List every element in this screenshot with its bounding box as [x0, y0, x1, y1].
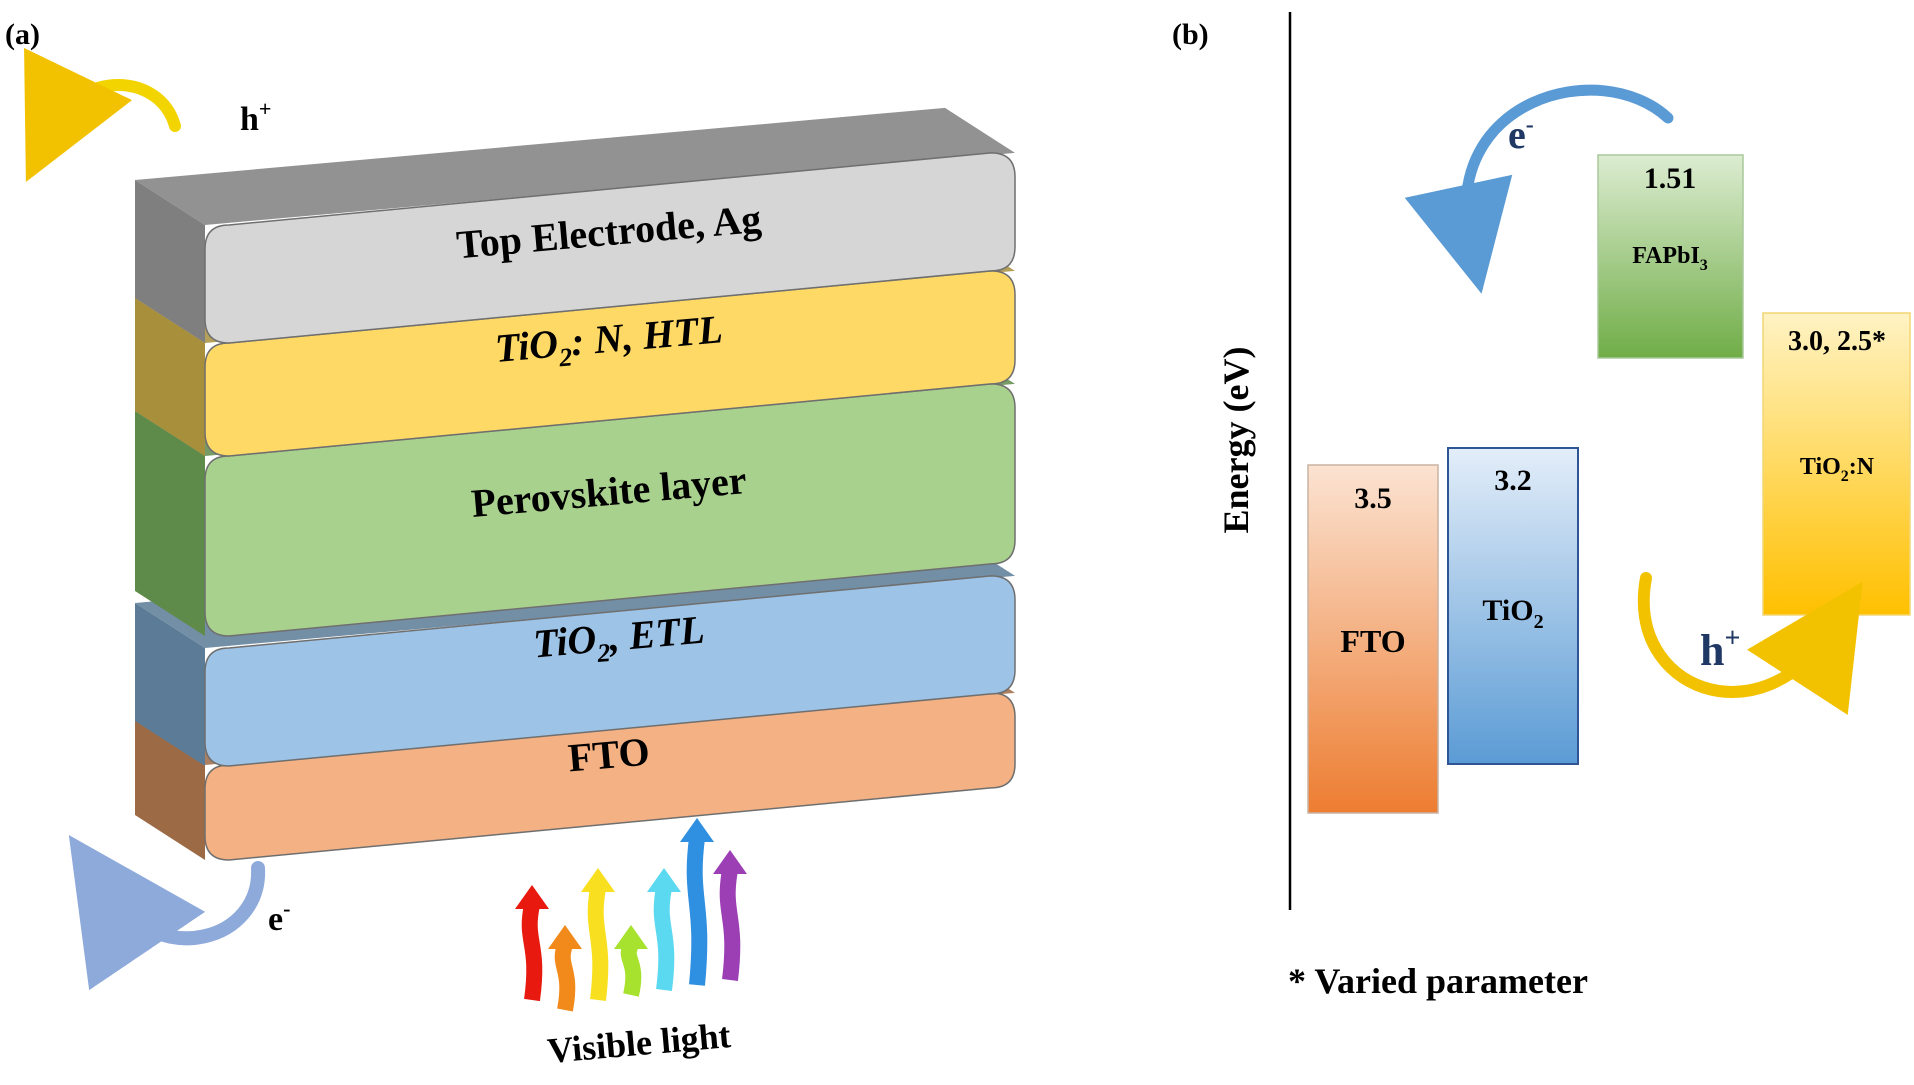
tio2n-energy-name: TiO2:N	[1800, 454, 1875, 485]
energy-axis-label: Energy (eV)	[1216, 347, 1256, 534]
light-ray-head-4	[647, 868, 681, 892]
fto-energy-name: FTO	[1340, 623, 1405, 659]
top-electrode-layer	[135, 107, 1016, 344]
fto-energy-value: 3.5	[1354, 482, 1392, 515]
light-ray-1	[554, 942, 576, 1012]
visible-light-label: Visible light	[546, 1015, 732, 1071]
tio2n-energy-value: 3.0, 2.5*	[1788, 326, 1886, 357]
hole-label-b: h+	[1700, 623, 1740, 675]
light-ray-0	[521, 903, 543, 1002]
tio2-energy-block	[1447, 447, 1579, 765]
visible-light-arrows-icon	[515, 818, 747, 1012]
electron-label-a: e-	[268, 896, 290, 938]
hole-arrow-icon	[24, 47, 181, 183]
fto-energy-block	[1307, 464, 1439, 814]
light-ray-head-5	[680, 818, 714, 842]
varied-parameter-footnote: * Varied parameter	[1288, 961, 1588, 1001]
hole-transfer-arrow-icon	[1637, 572, 1863, 716]
panel-b-label: (b)	[1172, 18, 1209, 51]
light-ray-6	[719, 868, 741, 981]
fto-layer-label: FTO	[566, 729, 651, 781]
electron-label-b: e-	[1508, 112, 1534, 157]
etl-layer-label: TiO2, ETL	[531, 607, 706, 674]
hole-label-a: h+	[240, 96, 271, 138]
tio2-energy-value: 3.2	[1494, 464, 1532, 497]
fapbi3-energy-name: FAPbI3	[1632, 243, 1708, 274]
light-ray-2	[587, 886, 609, 1001]
fapbi3-energy-value: 1.51	[1644, 162, 1697, 195]
light-ray-head-0	[515, 885, 549, 909]
light-ray-head-1	[548, 925, 582, 949]
light-ray-head-2	[581, 868, 615, 892]
panel-a-label: (a)	[5, 18, 40, 51]
light-ray-5	[686, 837, 708, 986]
light-ray-4	[653, 886, 675, 992]
tio2-energy-name: TiO2	[1482, 594, 1543, 633]
light-ray-head-3	[614, 925, 648, 949]
light-ray-head-6	[713, 850, 747, 874]
electron-arrow-icon	[68, 835, 266, 991]
light-ray-3	[620, 941, 642, 997]
fapbi3-energy-block	[1597, 154, 1744, 359]
electron-transfer-arrow-icon	[1404, 84, 1674, 294]
